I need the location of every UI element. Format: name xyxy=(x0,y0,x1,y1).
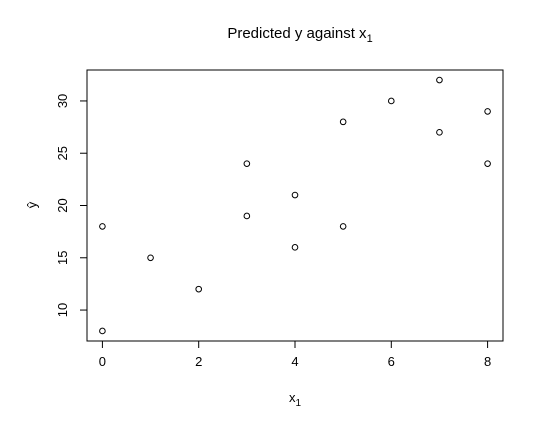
point xyxy=(99,327,106,335)
y-tick-label: 15 xyxy=(55,251,70,265)
x-label-text: x xyxy=(289,390,296,405)
x-label-subscript: 1 xyxy=(295,398,301,409)
title-text: Predicted y against x xyxy=(227,25,367,42)
y-axis-label: ŷ xyxy=(24,201,39,208)
point xyxy=(436,129,443,136)
point xyxy=(291,244,299,251)
x-tick-label: 8 xyxy=(484,354,491,369)
point xyxy=(339,118,347,126)
point xyxy=(99,223,106,230)
point xyxy=(387,97,395,105)
x-tick-label: 4 xyxy=(291,354,298,369)
y-tick-label: 10 xyxy=(55,303,70,317)
title-subscript: 1 xyxy=(367,33,373,45)
point xyxy=(291,191,299,199)
chart-title: Predicted y against x1 xyxy=(227,25,372,45)
x-axis-label: x1 xyxy=(289,390,302,409)
point xyxy=(243,212,251,220)
point xyxy=(436,76,443,84)
x-tick-label: 0 xyxy=(99,354,106,369)
x-tick-label: 2 xyxy=(195,354,202,369)
point xyxy=(339,223,347,230)
point xyxy=(147,254,154,262)
point xyxy=(484,160,491,167)
y-tick-label: 20 xyxy=(55,198,70,212)
point xyxy=(484,108,491,115)
y-tick-label: 30 xyxy=(55,94,70,108)
point xyxy=(243,160,251,167)
point xyxy=(195,285,203,293)
x-tick-label: 6 xyxy=(388,354,395,369)
y-tick-label: 25 xyxy=(55,146,70,160)
